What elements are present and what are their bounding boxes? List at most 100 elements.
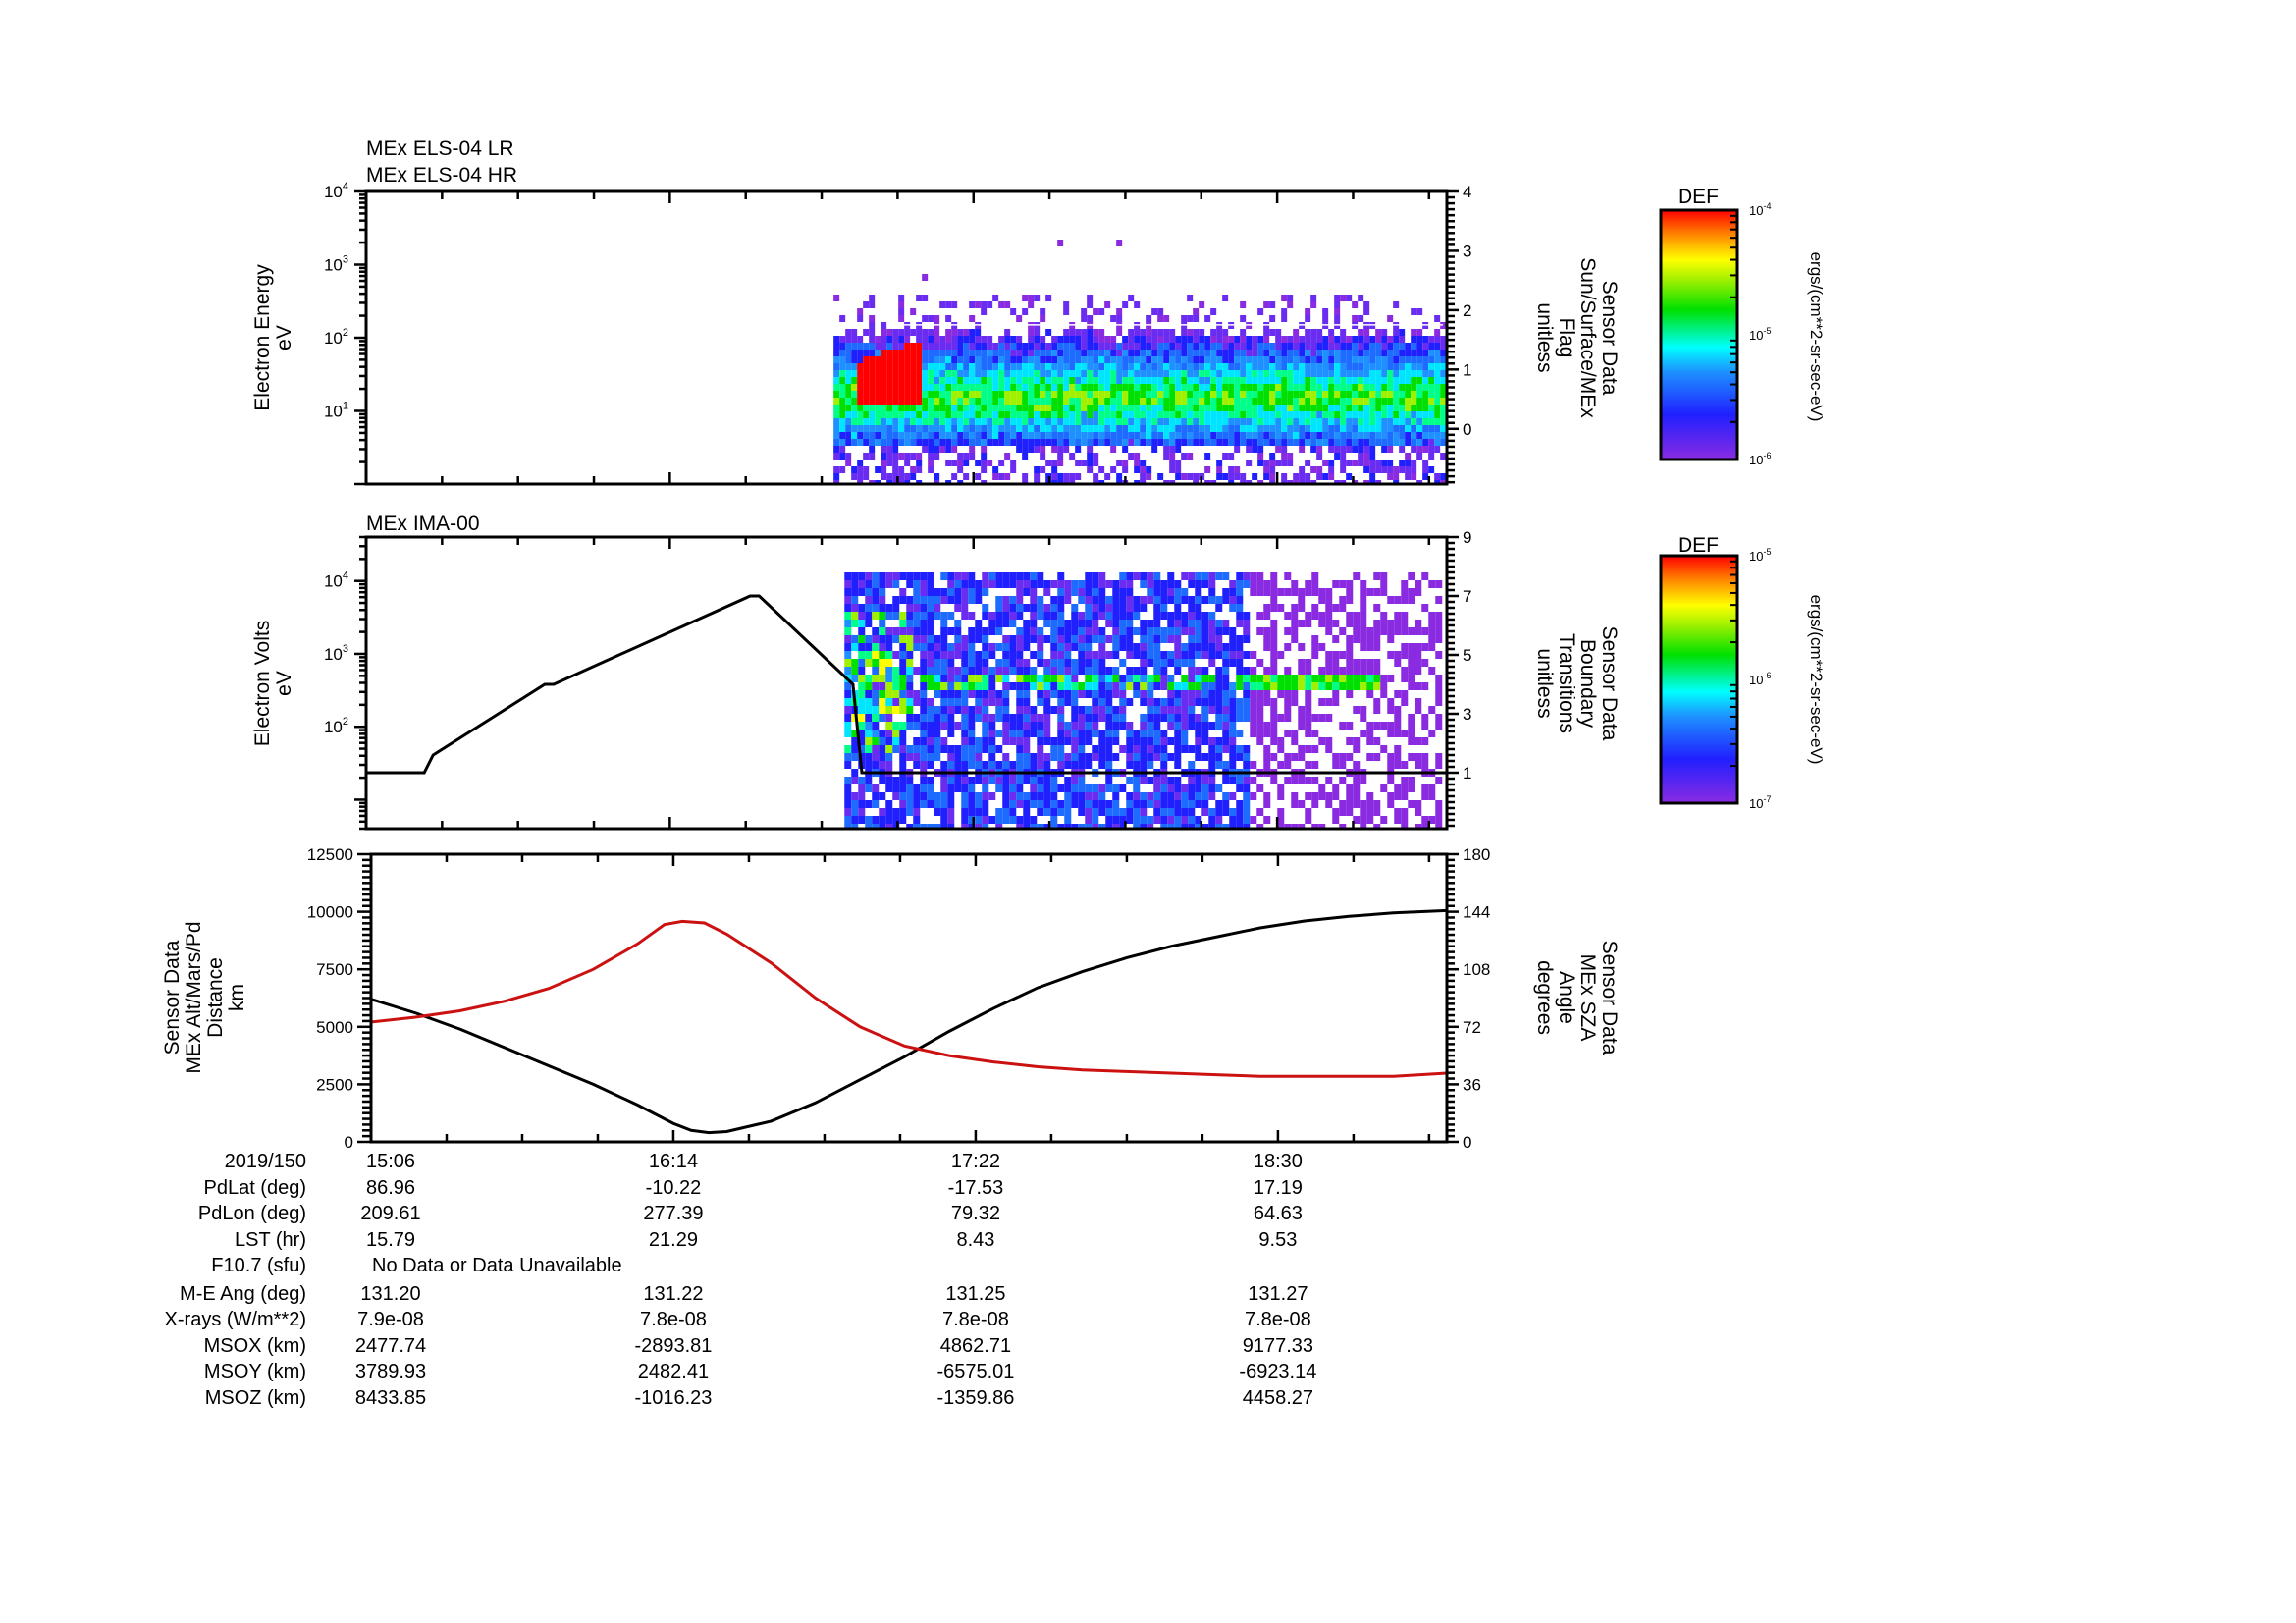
colorbar-ima: DEF 10-5 10-6 10-7 ergs/(cm**2-sr-sec-eV) xyxy=(1659,534,1826,811)
ephemeris-row-label: MSOZ (km) xyxy=(204,1386,306,1409)
svg-text:0: 0 xyxy=(1463,420,1471,439)
ephemeris-row-label: F10.7 (sfu) xyxy=(211,1255,306,1276)
left-axis: 0 2500 5000 7500 10000 12500 xyxy=(307,845,371,1152)
ephemeris-value: 79.32 xyxy=(950,1203,1000,1224)
svg-text:101: 101 xyxy=(324,401,348,421)
svg-text:10-5: 10-5 xyxy=(1749,326,1771,343)
ephemeris-value: -1359.86 xyxy=(936,1386,1015,1409)
left-axis: 104 103 102 xyxy=(324,535,366,831)
ephemeris-value: -2893.81 xyxy=(634,1334,713,1357)
svg-text:7: 7 xyxy=(1463,587,1471,606)
time-label: 18:30 xyxy=(1253,1151,1303,1172)
colorbar-units: ergs/(cm**2-sr-sec-eV) xyxy=(1807,252,1826,422)
ephemeris-value: 131.22 xyxy=(643,1282,704,1305)
panel-frame xyxy=(369,852,1449,1144)
y-axis-label: Electron VoltseV xyxy=(251,621,295,746)
svg-text:10-5: 10-5 xyxy=(1749,547,1771,564)
ephemeris-value: 9.53 xyxy=(1258,1228,1298,1251)
ephemeris-value: 131.25 xyxy=(945,1282,1006,1305)
svg-text:3: 3 xyxy=(1463,705,1471,724)
colorbar-ticks: 10-5 10-6 10-7 xyxy=(1730,547,1771,811)
x-ticks xyxy=(364,191,1431,484)
svg-text:5000: 5000 xyxy=(316,1018,353,1037)
svg-text:1: 1 xyxy=(1463,764,1471,783)
ephemeris-value: 86.96 xyxy=(365,1176,416,1199)
right-axis-label: Sensor DataBoundaryTransitionsunitless xyxy=(1533,626,1621,741)
svg-text:103: 103 xyxy=(324,254,348,275)
x-ticks xyxy=(369,854,1431,1142)
svg-text:102: 102 xyxy=(324,327,348,348)
panel-title-lr: MEx ELS-04 LR xyxy=(366,137,514,160)
colorbar-els: DEF 10-4 10-5 10-6 ergs/(cm**2-sr-sec-eV) xyxy=(1659,186,1826,467)
ephemeris-value: -17.53 xyxy=(947,1176,1004,1199)
ephemeris-value: 4458.27 xyxy=(1242,1386,1314,1409)
svg-text:36: 36 xyxy=(1463,1075,1481,1094)
svg-text:10000: 10000 xyxy=(307,903,353,922)
right-axis: 0 1 2 3 4 xyxy=(1447,183,1471,484)
date-label: 2019/150 xyxy=(224,1151,306,1172)
ephemeris-row-span: No Data or Data Unavailable xyxy=(372,1255,622,1276)
time-label: 17:22 xyxy=(950,1151,1000,1172)
ephemeris-value: 7.9e-08 xyxy=(357,1309,424,1330)
time-label: 16:14 xyxy=(648,1151,698,1172)
y-axis-label: Electron EnergyeV xyxy=(251,264,295,411)
ephemeris-value: 8.43 xyxy=(956,1228,995,1251)
ephemeris-value: 9177.33 xyxy=(1242,1334,1314,1357)
time-label: 15:06 xyxy=(365,1151,416,1172)
x-ticks xyxy=(364,537,1431,829)
svg-text:72: 72 xyxy=(1463,1018,1481,1037)
ephemeris-value: 17.19 xyxy=(1253,1176,1303,1199)
svg-text:2500: 2500 xyxy=(316,1075,353,1094)
sza-line xyxy=(371,919,1447,1078)
right-axis: 0 36 72 108 144 180 xyxy=(1447,845,1490,1152)
right-axis-label: Sensor DataSun/Surface/MExFlagunitless xyxy=(1533,257,1621,418)
colorbar-gradient xyxy=(1659,554,1739,805)
ephemeris-value: 131.27 xyxy=(1248,1282,1308,1305)
panel-ima: MEx IMA-00 104 103 102 1 3 5 7 9 Electron Volt… xyxy=(251,513,1621,831)
svg-text:102: 102 xyxy=(324,716,348,736)
svg-text:104: 104 xyxy=(324,181,348,201)
right-axis: 1 3 5 7 9 xyxy=(1447,528,1471,828)
ephemeris-value: 2477.74 xyxy=(354,1334,427,1357)
boundary-transitions-line xyxy=(366,594,1447,775)
ephemeris-row-label: X-rays (W/m**2) xyxy=(164,1309,306,1330)
svg-text:9: 9 xyxy=(1463,528,1471,547)
svg-text:10-6: 10-6 xyxy=(1749,451,1771,467)
ephemeris-value: 21.29 xyxy=(648,1228,698,1251)
ephemeris-row-label: LST (hr) xyxy=(235,1228,306,1251)
svg-text:103: 103 xyxy=(324,643,348,664)
ephemeris-value: 7.8e-08 xyxy=(1244,1309,1311,1330)
ephemeris-value: -10.22 xyxy=(645,1176,702,1199)
electron-spectrogram xyxy=(833,240,1447,484)
ephemeris-value: 3789.93 xyxy=(354,1361,427,1382)
svg-text:12500: 12500 xyxy=(307,845,353,864)
svg-text:10-4: 10-4 xyxy=(1749,201,1771,218)
svg-text:104: 104 xyxy=(324,570,348,591)
svg-text:1: 1 xyxy=(1463,360,1471,379)
svg-text:0: 0 xyxy=(345,1133,353,1152)
altitude-line xyxy=(371,908,1447,1135)
colorbar-title: DEF xyxy=(1678,186,1719,208)
ephemeris-row-label: MSOY (km) xyxy=(203,1361,306,1382)
svg-text:2: 2 xyxy=(1463,301,1471,320)
svg-text:7500: 7500 xyxy=(316,960,353,979)
colorbar-title: DEF xyxy=(1678,534,1719,557)
panel-orbit: 0 2500 5000 7500 10000 12500 0 36 72 108 144 180 S… xyxy=(161,845,1621,1152)
ephemeris-value: 7.8e-08 xyxy=(942,1309,1009,1330)
ephemeris-value: 8433.85 xyxy=(354,1386,427,1409)
ephemeris-value: -1016.23 xyxy=(634,1386,713,1409)
svg-text:4: 4 xyxy=(1463,183,1471,201)
ephemeris-row-label: PdLat (deg) xyxy=(203,1176,306,1199)
colorbar-gradient xyxy=(1659,208,1739,461)
ephemeris-row-label: MSOX (km) xyxy=(203,1334,306,1357)
ephemeris-value: 15.79 xyxy=(365,1228,416,1251)
ephemeris-value: 131.20 xyxy=(360,1282,421,1305)
y-axis-label: Sensor DataMEx Alt/Mars/PdDistancekm xyxy=(161,921,248,1073)
ephemeris-row-label: M-E Ang (deg) xyxy=(180,1282,306,1305)
svg-text:108: 108 xyxy=(1463,960,1490,979)
ephemeris-row-label: PdLon (deg) xyxy=(197,1203,306,1224)
panel-title-ima: MEx IMA-00 xyxy=(366,513,480,535)
svg-text:5: 5 xyxy=(1463,646,1471,665)
svg-text:10-6: 10-6 xyxy=(1749,671,1771,687)
